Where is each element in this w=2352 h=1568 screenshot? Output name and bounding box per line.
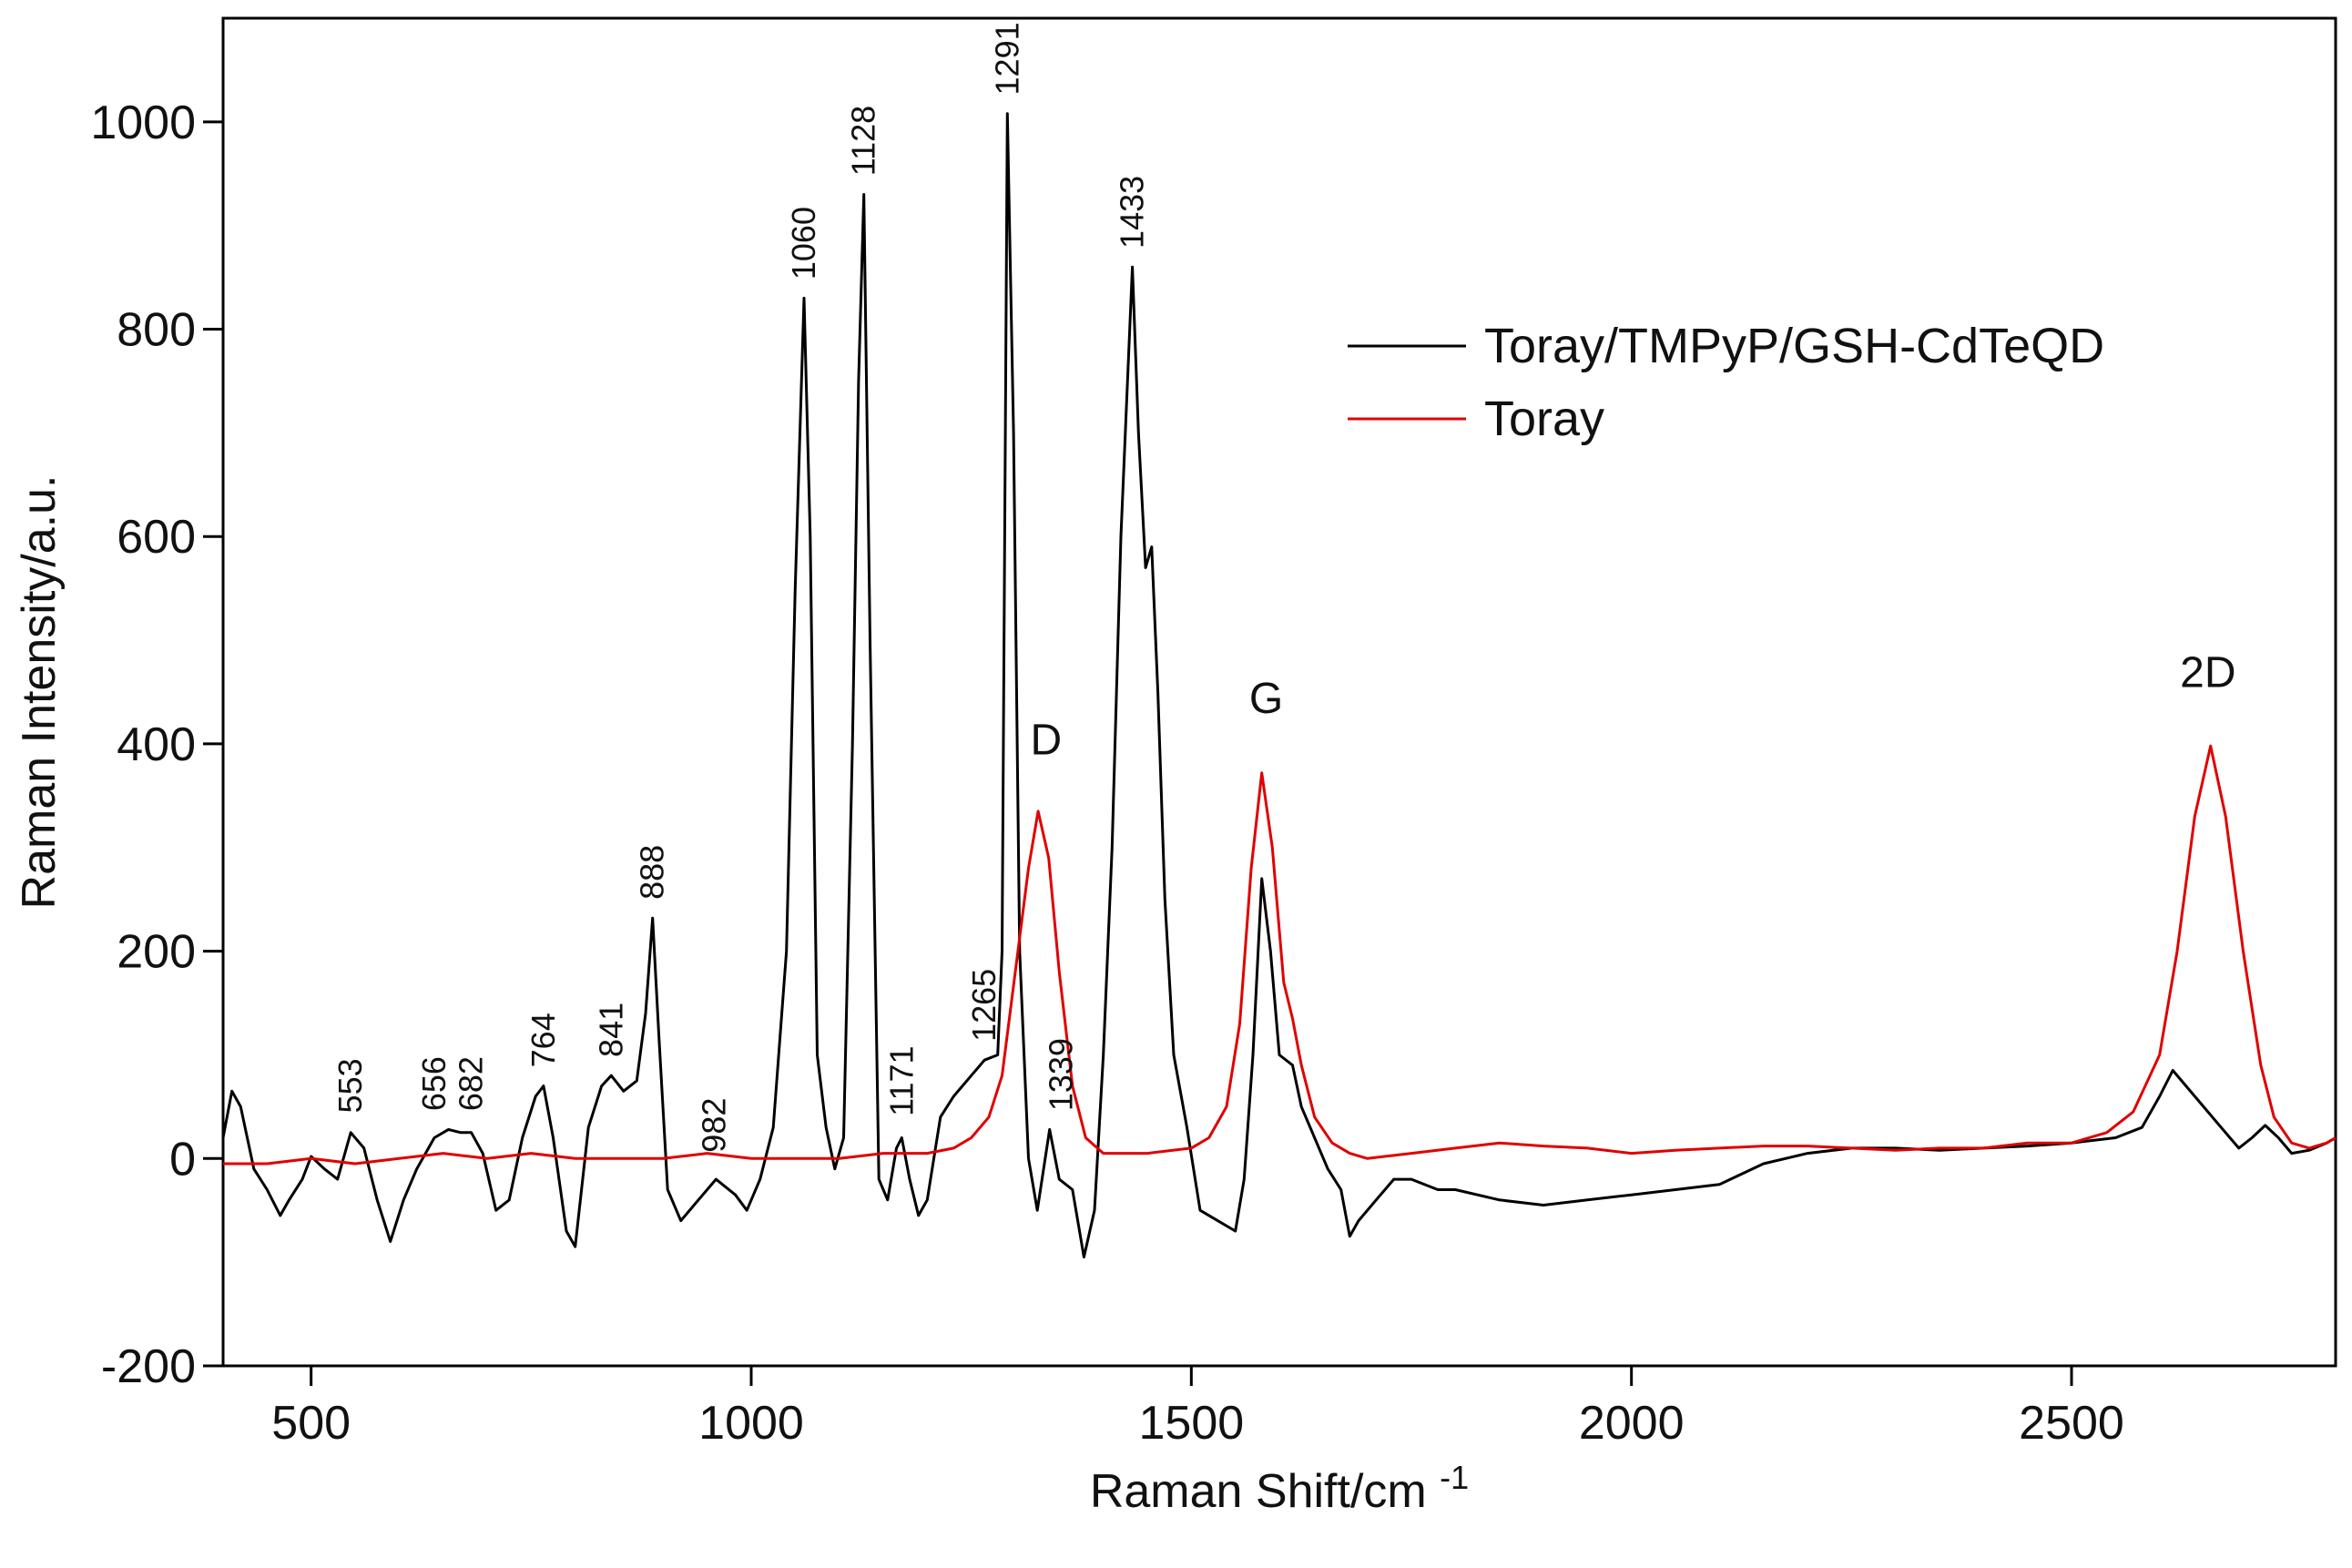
peak-label: 553 (331, 1058, 369, 1113)
legend-label: Toray (1484, 392, 1604, 446)
peak-label: 888 (634, 845, 671, 900)
peak-label: 1339 (1042, 1038, 1079, 1111)
x-tick-label: 2000 (1579, 1397, 1685, 1450)
x-axis-title-superscript: -1 (1440, 1459, 1469, 1496)
plot-frame (221, 16, 2337, 1368)
peak-label: 656 (415, 1056, 453, 1111)
legend-label: Toray/TMPyP/GSH-CdTeQD (1484, 319, 2104, 373)
peak-label: 841 (592, 1003, 629, 1057)
x-axis-title-text: Raman Shift/cm (1090, 1465, 1427, 1518)
peak-label: 1291 (988, 22, 1025, 95)
x-tick-label: 1000 (698, 1397, 804, 1450)
y-tick-label: 600 (117, 511, 196, 564)
peak-label: 682 (453, 1056, 490, 1111)
series-line-toray (223, 744, 2337, 1166)
band-label-d: D (1030, 716, 1062, 764)
peak-label: 764 (524, 1013, 562, 1067)
peak-label: 1265 (965, 969, 1003, 1042)
y-axis-title: Raman Intensity/a.u. (13, 475, 66, 910)
peak-label: 1433 (1114, 176, 1151, 249)
peak-label: 1171 (882, 1045, 920, 1115)
x-tick-label: 500 (271, 1397, 351, 1450)
y-tick-label: 1000 (90, 97, 196, 149)
peak-label: 982 (695, 1098, 732, 1153)
peak-label: 1060 (785, 207, 822, 280)
band-label-g: G (1249, 675, 1283, 723)
y-tick-label: 800 (117, 304, 196, 357)
peak-label: 1128 (845, 106, 882, 176)
x-tick-label: 2500 (2019, 1397, 2124, 1450)
band-label-2d: 2D (2180, 648, 2235, 697)
x-tick-label: 1500 (1138, 1397, 1244, 1450)
y-tick-label: 0 (169, 1133, 196, 1186)
series-line-toray-tmpyp-gsh-cdteqd (221, 112, 2337, 1258)
x-axis-title: Raman Shift/cm -1 (1090, 1459, 1469, 1519)
y-tick-label: 400 (117, 718, 196, 771)
y-tick-label: -200 (101, 1340, 196, 1393)
y-tick-label: 200 (117, 926, 196, 979)
